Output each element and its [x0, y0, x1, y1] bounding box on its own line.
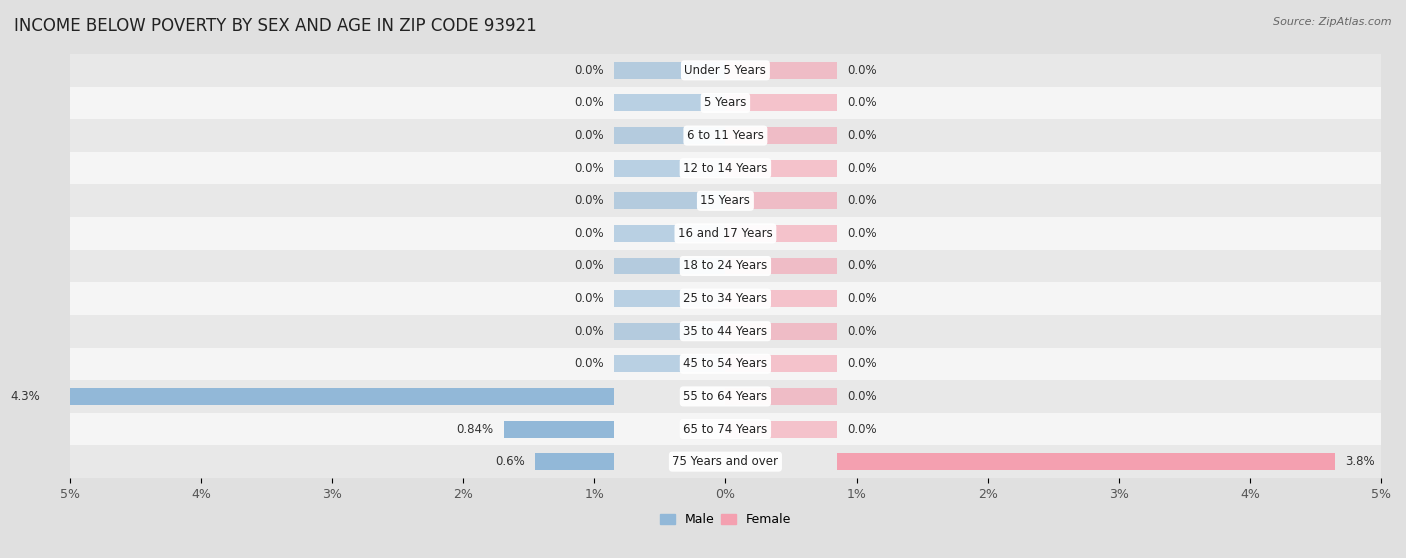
- Text: 0.0%: 0.0%: [848, 64, 877, 77]
- Bar: [70, 217, 1381, 249]
- Text: 0.0%: 0.0%: [848, 194, 877, 207]
- Text: 0.0%: 0.0%: [574, 292, 603, 305]
- Bar: [725, 94, 837, 112]
- Text: 75 Years and over: 75 Years and over: [672, 455, 779, 468]
- Text: 0.0%: 0.0%: [574, 162, 603, 175]
- Text: Source: ZipAtlas.com: Source: ZipAtlas.com: [1274, 17, 1392, 27]
- Bar: [614, 160, 725, 177]
- Text: 0.0%: 0.0%: [848, 292, 877, 305]
- Text: Under 5 Years: Under 5 Years: [685, 64, 766, 77]
- Bar: [503, 421, 614, 437]
- Text: 0.0%: 0.0%: [574, 325, 603, 338]
- Text: 0.0%: 0.0%: [574, 129, 603, 142]
- Bar: [70, 249, 1381, 282]
- Text: 12 to 14 Years: 12 to 14 Years: [683, 162, 768, 175]
- Bar: [70, 413, 1381, 445]
- Text: 25 to 34 Years: 25 to 34 Years: [683, 292, 768, 305]
- Text: 45 to 54 Years: 45 to 54 Years: [683, 357, 768, 371]
- Legend: Male, Female: Male, Female: [655, 508, 796, 531]
- Bar: [725, 388, 837, 405]
- Bar: [614, 258, 725, 275]
- Bar: [725, 421, 837, 437]
- Bar: [614, 290, 725, 307]
- Bar: [70, 86, 1381, 119]
- Bar: [725, 258, 837, 275]
- Bar: [725, 323, 837, 340]
- Bar: [70, 119, 1381, 152]
- Bar: [51, 388, 614, 405]
- Bar: [725, 62, 837, 79]
- Bar: [70, 315, 1381, 348]
- Text: 0.0%: 0.0%: [848, 162, 877, 175]
- Bar: [725, 160, 837, 177]
- Text: 0.0%: 0.0%: [574, 194, 603, 207]
- Bar: [614, 323, 725, 340]
- Text: INCOME BELOW POVERTY BY SEX AND AGE IN ZIP CODE 93921: INCOME BELOW POVERTY BY SEX AND AGE IN Z…: [14, 17, 537, 35]
- Text: 0.0%: 0.0%: [574, 259, 603, 272]
- Text: 5 Years: 5 Years: [704, 97, 747, 109]
- Bar: [614, 355, 725, 372]
- Text: 0.0%: 0.0%: [848, 325, 877, 338]
- Bar: [536, 453, 614, 470]
- Bar: [614, 127, 725, 144]
- Text: 0.84%: 0.84%: [456, 422, 494, 436]
- Text: 0.0%: 0.0%: [848, 97, 877, 109]
- Text: 0.6%: 0.6%: [495, 455, 524, 468]
- Text: 4.3%: 4.3%: [10, 390, 39, 403]
- Text: 0.0%: 0.0%: [848, 390, 877, 403]
- Text: 0.0%: 0.0%: [848, 129, 877, 142]
- Text: 0.0%: 0.0%: [848, 259, 877, 272]
- Text: 0.0%: 0.0%: [848, 422, 877, 436]
- Text: 3.8%: 3.8%: [1346, 455, 1375, 468]
- Bar: [725, 290, 837, 307]
- Bar: [70, 445, 1381, 478]
- Text: 0.0%: 0.0%: [574, 227, 603, 240]
- Text: 18 to 24 Years: 18 to 24 Years: [683, 259, 768, 272]
- Bar: [614, 193, 725, 209]
- Bar: [725, 355, 837, 372]
- Text: 0.0%: 0.0%: [574, 357, 603, 371]
- Bar: [70, 54, 1381, 86]
- Bar: [725, 225, 837, 242]
- Bar: [837, 453, 1336, 470]
- Text: 0.0%: 0.0%: [848, 227, 877, 240]
- Bar: [614, 94, 725, 112]
- Text: 35 to 44 Years: 35 to 44 Years: [683, 325, 768, 338]
- Text: 15 Years: 15 Years: [700, 194, 751, 207]
- Bar: [70, 282, 1381, 315]
- Bar: [614, 62, 725, 79]
- Text: 6 to 11 Years: 6 to 11 Years: [688, 129, 763, 142]
- Bar: [725, 193, 837, 209]
- Text: 0.0%: 0.0%: [574, 97, 603, 109]
- Text: 16 and 17 Years: 16 and 17 Years: [678, 227, 773, 240]
- Text: 0.0%: 0.0%: [574, 64, 603, 77]
- Bar: [725, 127, 837, 144]
- Text: 65 to 74 Years: 65 to 74 Years: [683, 422, 768, 436]
- Bar: [70, 152, 1381, 185]
- Bar: [70, 185, 1381, 217]
- Bar: [70, 380, 1381, 413]
- Text: 0.0%: 0.0%: [848, 357, 877, 371]
- Bar: [614, 225, 725, 242]
- Bar: [70, 348, 1381, 380]
- Text: 55 to 64 Years: 55 to 64 Years: [683, 390, 768, 403]
